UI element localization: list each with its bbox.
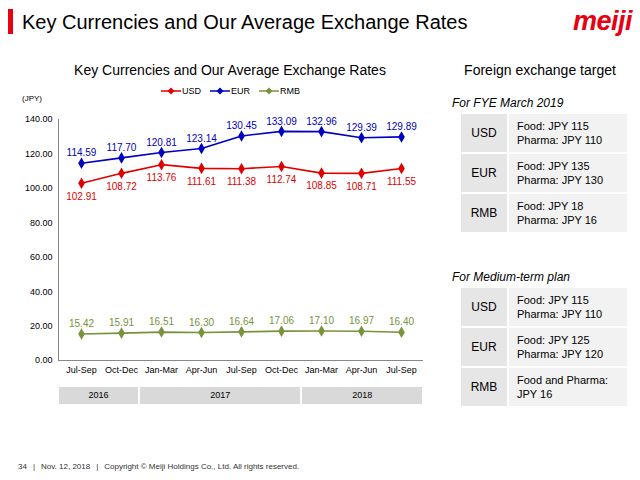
svg-text:15.91: 15.91 — [109, 317, 134, 328]
svg-text:0.00: 0.00 — [35, 355, 53, 365]
html-text:EUR: EUR — [471, 166, 497, 180]
html-text:For FYE March 2019: For FYE March 2019 — [452, 96, 564, 110]
html-text:For Medium-term plan: For Medium-term plan — [452, 270, 570, 284]
html-text:Food: JPY 125: Food: JPY 125 — [517, 334, 590, 346]
svg-text:112.74: 112.74 — [267, 174, 297, 185]
html-text:2016: 2016 — [88, 390, 109, 400]
html-text:RMB: RMB — [280, 86, 300, 96]
html-text:Pharma: JPY 130: Pharma: JPY 130 — [517, 174, 603, 186]
svg-text:Jan-Mar: Jan-Mar — [305, 365, 338, 375]
svg-text:Apr-Jun: Apr-Jun — [346, 365, 378, 375]
svg-text:60.00: 60.00 — [30, 252, 53, 262]
html-text:Food and Pharma:: Food and Pharma: — [517, 374, 609, 386]
svg-text:Jul-Sep: Jul-Sep — [226, 365, 257, 375]
svg-text:Jul-Sep: Jul-Sep — [386, 365, 417, 375]
html-text:Copyright © Meiji Holdings Co.: Copyright © Meiji Holdings Co., Ltd. All… — [104, 462, 300, 471]
html-text:JPY 16: JPY 16 — [517, 388, 553, 400]
svg-text:114.59: 114.59 — [67, 147, 97, 158]
html-text:Food: JPY 115: Food: JPY 115 — [517, 120, 589, 132]
html-text:(JPY): (JPY) — [22, 94, 42, 103]
svg-text:123.14: 123.14 — [186, 133, 217, 144]
html-text:2018: 2018 — [352, 390, 373, 400]
svg-text:Jan-Mar: Jan-Mar — [145, 365, 178, 375]
html-text:Food: JPY 18: Food: JPY 18 — [517, 200, 584, 212]
svg-text:120.81: 120.81 — [146, 137, 177, 148]
svg-text:130.45: 130.45 — [226, 120, 257, 131]
svg-text:Oct-Dec: Oct-Dec — [265, 365, 299, 375]
svg-text:129.39: 129.39 — [346, 122, 377, 133]
html-text:Food: JPY 135: Food: JPY 135 — [517, 160, 590, 172]
html-text:USD: USD — [471, 300, 497, 314]
html-text:Food: JPY 115: Food: JPY 115 — [517, 294, 589, 306]
svg-text:132.96: 132.96 — [306, 116, 337, 127]
svg-text:140.00: 140.00 — [25, 114, 53, 124]
html-text:USD: USD — [471, 126, 497, 140]
html-text:Key Currencies and Our Average: Key Currencies and Our Average Exchange … — [74, 62, 386, 78]
svg-text:Apr-Jun: Apr-Jun — [186, 365, 218, 375]
svg-text:120.00: 120.00 — [25, 149, 53, 159]
html-text:EUR: EUR — [231, 86, 250, 96]
svg-text:17.10: 17.10 — [309, 315, 334, 326]
html-text:2017: 2017 — [210, 390, 231, 400]
html-text:EUR: EUR — [471, 340, 497, 354]
svg-text:100.00: 100.00 — [25, 183, 53, 193]
svg-text:117.70: 117.70 — [107, 142, 137, 153]
svg-text:80.00: 80.00 — [30, 218, 53, 228]
svg-text:16.51: 16.51 — [149, 316, 174, 327]
html-text:34: 34 — [18, 462, 27, 471]
html-text:Key Currencies and Our Average: Key Currencies and Our Average Exchange … — [22, 11, 468, 33]
svg-text:111.61: 111.61 — [187, 176, 217, 187]
html-text:Pharma: JPY 110: Pharma: JPY 110 — [517, 134, 603, 146]
svg-text:111.55: 111.55 — [387, 176, 417, 187]
svg-text:108.72: 108.72 — [106, 181, 137, 192]
html-text:Foreign exchange target: Foreign exchange target — [464, 62, 616, 78]
svg-text:40.00: 40.00 — [30, 287, 53, 297]
html-text:USD: USD — [182, 86, 201, 96]
html-text:Nov. 12, 2018: Nov. 12, 2018 — [41, 462, 91, 471]
svg-text:133.09: 133.09 — [266, 116, 297, 127]
svg-text:17.06: 17.06 — [269, 315, 294, 326]
html-text:meiji: meiji — [573, 6, 632, 36]
svg-text:16.97: 16.97 — [349, 315, 374, 326]
html-text:RMB: RMB — [470, 380, 498, 394]
svg-text:20.00: 20.00 — [30, 321, 53, 331]
svg-text:113.76: 113.76 — [147, 172, 177, 183]
svg-text:108.85: 108.85 — [306, 180, 337, 191]
svg-text:16.64: 16.64 — [229, 316, 254, 327]
svg-text:16.40: 16.40 — [389, 316, 414, 327]
svg-text:108.71: 108.71 — [346, 181, 377, 192]
svg-text:102.91: 102.91 — [66, 191, 97, 202]
svg-text:Oct-Dec: Oct-Dec — [105, 365, 139, 375]
svg-text:Jul-Sep: Jul-Sep — [66, 365, 97, 375]
svg-text:129.89: 129.89 — [386, 121, 417, 132]
svg-text:15.42: 15.42 — [69, 318, 94, 329]
html-text:RMB: RMB — [470, 206, 498, 220]
svg-text:111.38: 111.38 — [227, 176, 257, 187]
html-text:Pharma: JPY 110: Pharma: JPY 110 — [517, 308, 603, 320]
html-text:Pharma: JPY 16: Pharma: JPY 16 — [517, 214, 597, 226]
html-text:Pharma: JPY 120: Pharma: JPY 120 — [517, 348, 603, 360]
svg-text:16.30: 16.30 — [189, 317, 214, 328]
